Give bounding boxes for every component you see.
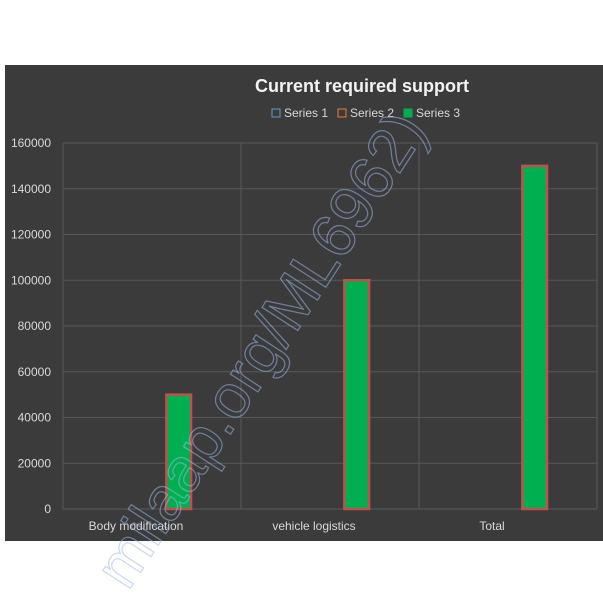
y-tick-label: 40000: [18, 411, 52, 425]
y-tick-label: 60000: [18, 365, 52, 379]
gridlines: [62, 142, 598, 510]
y-tick-label: 140000: [11, 182, 51, 196]
y-tick-label: 80000: [18, 319, 52, 333]
legend-label: Series 1: [284, 106, 328, 120]
x-category-label: Total: [479, 519, 504, 533]
legend-swatch: [403, 108, 413, 118]
chart-title: Current required support: [255, 76, 469, 96]
y-tick-label: 0: [44, 502, 51, 516]
x-category-label: vehicle logistics: [272, 519, 355, 533]
bar-chart: Current required support Series 1 Series …: [11, 76, 598, 533]
legend: Series 1 Series 2 Series 3: [271, 106, 460, 120]
y-tick-label: 160000: [11, 136, 51, 150]
legend-label: Series 2: [350, 106, 394, 120]
chart-panel: Current required support Series 1 Series …: [5, 65, 603, 541]
bar-series-3: [165, 393, 193, 511]
y-tick-label: 20000: [18, 456, 52, 470]
y-axis-ticks: 0 20000 40000 60000 80000 100000 120000 140000 1…: [11, 136, 51, 516]
y-tick-label: 120000: [11, 228, 51, 242]
bars: [165, 164, 549, 511]
legend-swatch: [271, 108, 281, 118]
bar-series-3: [521, 164, 549, 511]
x-axis-categories: Body modification vehicle logistics Total: [89, 519, 505, 533]
legend-label: Series 3: [416, 106, 460, 120]
bar-series-3: [343, 279, 371, 511]
x-category-label: Body modification: [89, 519, 184, 533]
y-tick-label: 100000: [11, 273, 51, 287]
legend-swatch: [337, 108, 347, 118]
